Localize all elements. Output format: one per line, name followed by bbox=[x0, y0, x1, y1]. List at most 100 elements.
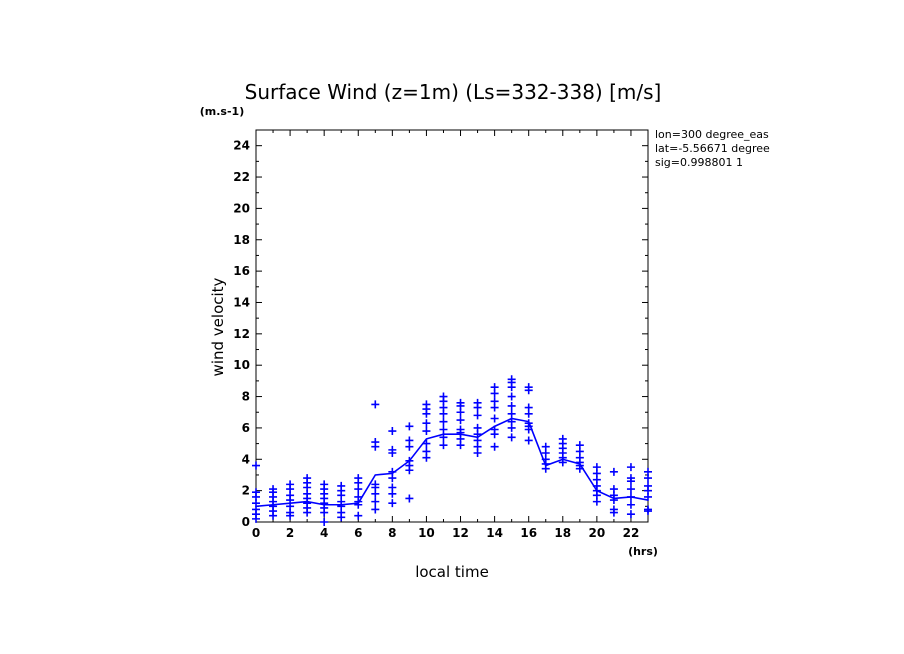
scatter-point bbox=[439, 425, 448, 434]
scatter-point bbox=[456, 416, 465, 425]
x-tick-label: 22 bbox=[623, 526, 640, 540]
scatter-point bbox=[337, 481, 346, 490]
scatter-point bbox=[371, 438, 380, 447]
scatter-point bbox=[388, 483, 397, 492]
scatter-point bbox=[609, 485, 618, 494]
scatter-point bbox=[626, 463, 635, 472]
plot-frame bbox=[255, 129, 649, 523]
scatter-point bbox=[320, 518, 329, 526]
scatter-point bbox=[405, 422, 414, 431]
x-tick-label: 14 bbox=[486, 526, 503, 540]
scatter-point bbox=[252, 488, 260, 497]
x-tick-label: 0 bbox=[252, 526, 260, 540]
scatter-point bbox=[609, 505, 618, 514]
scatter-point bbox=[626, 474, 635, 483]
scatter-point bbox=[473, 411, 482, 420]
scatter-point bbox=[575, 441, 584, 450]
x-tick-label: 16 bbox=[520, 526, 537, 540]
scatter-point bbox=[354, 474, 363, 483]
y-axis-label: wind velocity bbox=[209, 277, 227, 376]
scatter-point bbox=[490, 383, 499, 392]
scatter-point bbox=[524, 403, 533, 412]
y-tick-label: 2 bbox=[242, 484, 250, 498]
scatter-point bbox=[303, 474, 312, 483]
scatter-point bbox=[626, 485, 635, 494]
annotation-lat: lat=-5.56671 degree bbox=[655, 142, 770, 155]
annotation-sig: sig=0.998801 1 bbox=[655, 156, 743, 169]
chart-title: Surface Wind (z=1m) (Ls=332-338) [m/s] bbox=[245, 80, 662, 104]
x-axis-label: local time bbox=[415, 563, 489, 581]
x-tick-label: 20 bbox=[589, 526, 606, 540]
y-tick-label: 6 bbox=[242, 421, 250, 435]
scatter-point bbox=[456, 398, 465, 407]
scatter-point bbox=[644, 505, 652, 514]
scatter-point bbox=[490, 397, 499, 406]
scatter-point bbox=[320, 480, 329, 489]
scatter-point bbox=[507, 375, 516, 384]
scatter-point bbox=[592, 463, 601, 472]
scatter-point bbox=[644, 481, 652, 490]
scatter-point bbox=[252, 461, 260, 470]
scatter-point bbox=[439, 441, 448, 450]
y-tick-label: 14 bbox=[233, 295, 250, 309]
scatter-point bbox=[473, 398, 482, 407]
scatter-point bbox=[609, 467, 618, 476]
scatter-point bbox=[626, 500, 635, 509]
y-unit-label: (m.s-1) bbox=[200, 105, 244, 118]
x-tick-label: 2 bbox=[286, 526, 294, 540]
x-tick-label: 18 bbox=[554, 526, 571, 540]
scatter-point bbox=[644, 467, 652, 476]
y-tick-label: 20 bbox=[233, 201, 250, 215]
scatter-point bbox=[422, 427, 431, 436]
mean-line bbox=[255, 417, 649, 508]
annotation-lon: lon=300 degree_eas bbox=[655, 128, 769, 141]
x-unit-label: (hrs) bbox=[628, 545, 658, 558]
scatter-point bbox=[405, 436, 414, 445]
scatter-point bbox=[507, 392, 516, 401]
scatter-point bbox=[371, 400, 380, 409]
scatter-point bbox=[405, 494, 414, 503]
scatter-point bbox=[388, 499, 397, 508]
x-tick-label: 4 bbox=[320, 526, 328, 540]
scatter-point bbox=[354, 511, 363, 520]
scatter-point bbox=[558, 434, 567, 443]
scatter-point bbox=[626, 510, 635, 519]
x-tick-label: 6 bbox=[354, 526, 362, 540]
scatter-point bbox=[439, 417, 448, 426]
x-tick-label: 10 bbox=[418, 526, 435, 540]
scatter-point bbox=[541, 442, 550, 451]
scatter-point bbox=[286, 480, 295, 489]
scatter-point bbox=[371, 505, 380, 514]
scatter-point bbox=[422, 400, 431, 409]
y-tick-label: 16 bbox=[233, 264, 250, 278]
scatter-point bbox=[524, 383, 533, 392]
y-tick-label: 12 bbox=[233, 327, 250, 341]
y-tick-label: 22 bbox=[233, 170, 250, 184]
scatter-point bbox=[371, 497, 380, 506]
y-tick-label: 10 bbox=[233, 358, 250, 372]
y-tick-label: 0 bbox=[242, 515, 250, 529]
x-tick-label: 8 bbox=[388, 526, 396, 540]
y-tick-label: 18 bbox=[233, 233, 250, 247]
scatter-point bbox=[473, 423, 482, 432]
scatter-point bbox=[507, 401, 516, 410]
scatter-point bbox=[456, 425, 465, 434]
scatter-point bbox=[507, 409, 516, 418]
scatter-point bbox=[490, 414, 499, 423]
annotation-clip bbox=[781, 125, 904, 175]
scatter-point bbox=[354, 492, 363, 501]
scatter-point bbox=[524, 436, 533, 445]
scatter-point bbox=[388, 427, 397, 436]
scatter-point bbox=[422, 447, 431, 456]
scatter-point bbox=[507, 433, 516, 442]
y-tick-label: 24 bbox=[233, 139, 250, 153]
scatter-point bbox=[422, 419, 431, 428]
scatter-point bbox=[269, 485, 278, 494]
scatter-point bbox=[371, 480, 380, 489]
scatter-point bbox=[490, 442, 499, 451]
y-tick-label: 8 bbox=[242, 390, 250, 404]
scatter-point bbox=[439, 392, 448, 401]
x-tick-label: 12 bbox=[452, 526, 469, 540]
